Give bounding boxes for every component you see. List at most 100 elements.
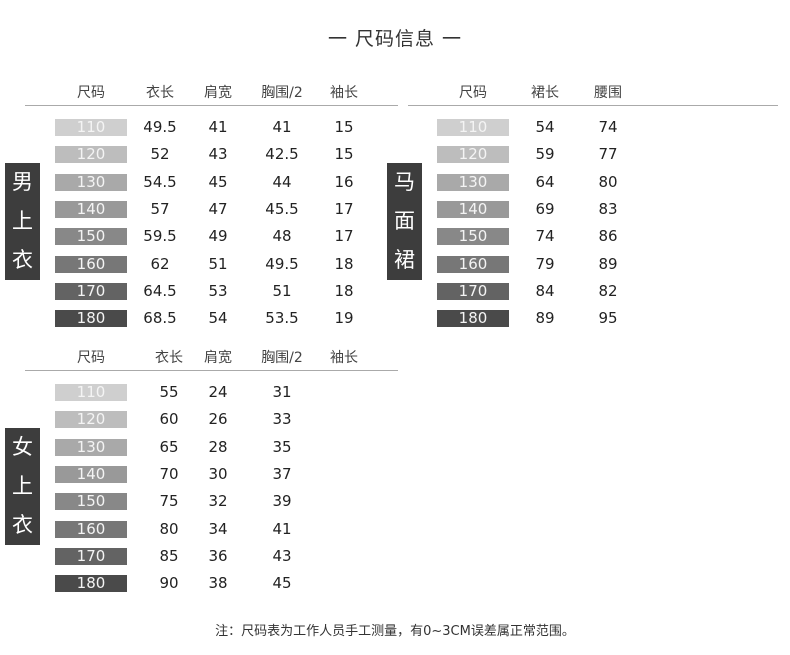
- table-cell: 44: [272, 172, 292, 191]
- table-cell: 17: [334, 199, 354, 218]
- column-header: 尺码: [77, 85, 105, 101]
- table-cell: 74: [598, 118, 618, 136]
- column-header: 胸围/2: [261, 85, 303, 101]
- table-cell: 45: [272, 574, 292, 593]
- size-badge: 130: [55, 438, 127, 456]
- column-header: 衣长: [155, 350, 183, 366]
- table-cell: 64: [535, 172, 555, 191]
- table-cell: 51: [208, 254, 228, 273]
- table-cell: 57: [150, 199, 170, 218]
- table-cell: 90: [159, 574, 179, 593]
- size-badge: 170: [437, 282, 509, 300]
- table-cell: 65: [159, 437, 179, 456]
- column-header: 肩宽: [204, 350, 232, 366]
- table-label-char: 裙: [394, 248, 415, 272]
- table-cell: 86: [598, 227, 618, 246]
- table-cell: 31: [272, 383, 292, 401]
- table-label: 男上衣: [5, 163, 40, 280]
- table-label-char: 衣: [12, 513, 33, 537]
- table-label-char: 马: [394, 170, 415, 194]
- table-cell: 82: [598, 281, 618, 300]
- table-cell: 80: [159, 519, 179, 538]
- measurement-note: 注：尺码表为工作人员手工测量，有0~3CM误差属正常范围。: [215, 624, 575, 639]
- size-badge: 130: [437, 173, 509, 191]
- table-cell: 41: [272, 519, 292, 538]
- table-cell: 48: [272, 227, 292, 246]
- size-badge: 150: [437, 228, 509, 246]
- table-cell: 54: [535, 118, 555, 136]
- table-cell: 36: [208, 546, 228, 565]
- size-badge: 180: [55, 575, 127, 593]
- column-header: 衣长: [146, 85, 174, 101]
- table-cell: 53: [208, 281, 228, 300]
- table-cell: 49.5: [143, 118, 177, 136]
- table-label: 女上衣: [5, 428, 40, 545]
- table-cell: 24: [208, 383, 228, 401]
- size-badge: 130: [55, 173, 127, 191]
- page-title: 一 尺码信息 一: [327, 28, 463, 50]
- table-cell: 59: [535, 145, 555, 164]
- table-cell: 51: [272, 281, 292, 300]
- header-divider: [25, 370, 398, 371]
- table-cell: 28: [208, 437, 228, 456]
- table-cell: 53.5: [265, 309, 299, 328]
- table-cell: 26: [208, 410, 228, 429]
- header-divider: [25, 105, 398, 106]
- table-label: 马面裙: [387, 163, 422, 280]
- table-label-char: 男: [12, 170, 33, 194]
- size-badge: 150: [55, 228, 127, 246]
- size-badge: 120: [55, 411, 127, 429]
- table-cell: 55: [159, 383, 179, 401]
- header-divider: [408, 105, 778, 106]
- table-cell: 89: [535, 309, 555, 328]
- table-cell: 41: [208, 118, 228, 136]
- table-cell: 75: [159, 492, 179, 511]
- column-header: 袖长: [330, 350, 358, 366]
- table-cell: 43: [272, 546, 292, 565]
- table-label-char: 衣: [12, 248, 33, 272]
- table-label-char: 面: [394, 209, 415, 233]
- table-cell: 45: [208, 172, 228, 191]
- size-badge: 120: [437, 146, 509, 164]
- table-cell: 60: [159, 410, 179, 429]
- table-cell: 69: [535, 199, 555, 218]
- table-cell: 49.5: [265, 254, 299, 273]
- table-cell: 35: [272, 437, 292, 456]
- size-badge: 170: [55, 282, 127, 300]
- table-cell: 38: [208, 574, 228, 593]
- size-badge: 170: [55, 547, 127, 565]
- size-badge: 160: [55, 255, 127, 273]
- size-badge: 140: [437, 200, 509, 218]
- table-cell: 83: [598, 199, 618, 218]
- table-cell: 47: [208, 199, 228, 218]
- column-header: 袖长: [330, 85, 358, 101]
- table-cell: 52: [150, 145, 170, 164]
- table-cell: 84: [535, 281, 555, 300]
- table-cell: 37: [272, 464, 292, 483]
- table-cell: 59.5: [143, 227, 177, 246]
- table-cell: 16: [334, 172, 354, 191]
- size-badge: 110: [437, 119, 509, 136]
- table-cell: 77: [598, 145, 618, 164]
- table-cell: 45.5: [265, 199, 299, 218]
- table-cell: 18: [334, 254, 354, 273]
- size-badge: 110: [55, 119, 127, 136]
- table-cell: 85: [159, 546, 179, 565]
- table-cell: 89: [598, 254, 618, 273]
- table-cell: 39: [272, 492, 292, 511]
- table-label-char: 上: [12, 209, 33, 233]
- table-label-char: 女: [12, 435, 33, 459]
- table-cell: 15: [334, 118, 354, 136]
- table-cell: 64.5: [143, 281, 177, 300]
- size-badge: 110: [55, 384, 127, 401]
- column-header: 胸围/2: [261, 350, 303, 366]
- column-header: 尺码: [459, 85, 487, 101]
- table-cell: 34: [208, 519, 228, 538]
- size-badge: 160: [55, 520, 127, 538]
- table-cell: 80: [598, 172, 618, 191]
- size-badge: 140: [55, 465, 127, 483]
- column-header: 裙长: [531, 85, 559, 101]
- size-badge: 160: [437, 255, 509, 273]
- table-cell: 41: [272, 118, 292, 136]
- table-cell: 68.5: [143, 309, 177, 328]
